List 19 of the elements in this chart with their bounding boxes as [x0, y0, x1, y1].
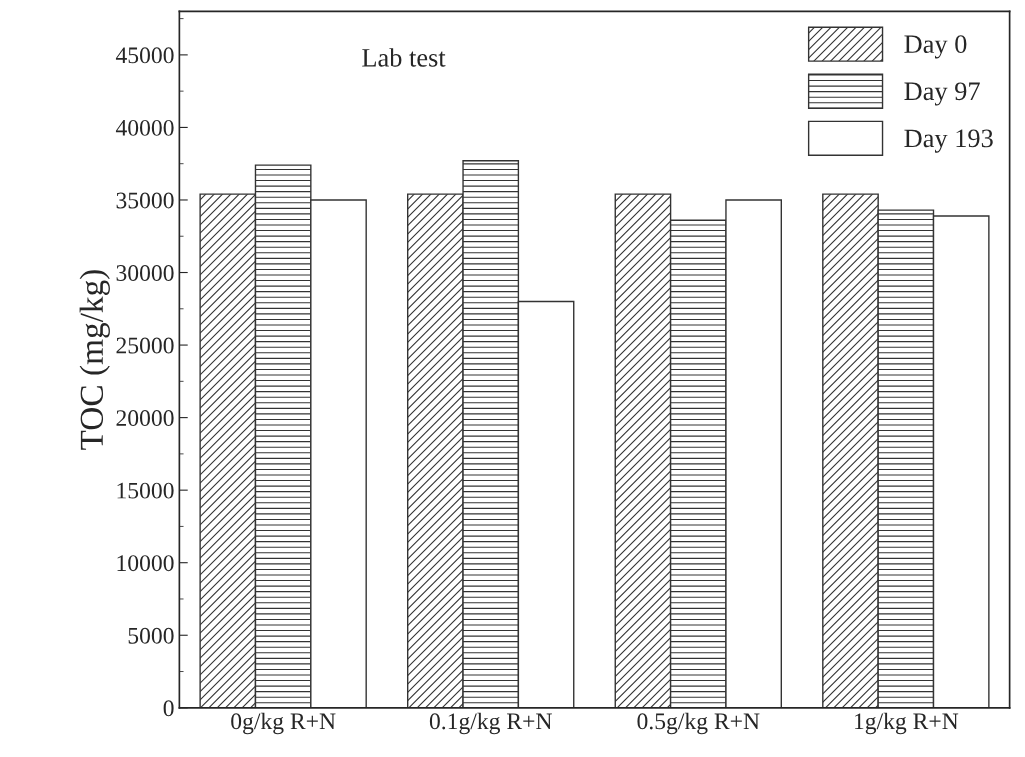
x-tick-label: 1g/kg R+N	[855, 712, 959, 735]
y-tick-label: 10000	[117, 555, 174, 572]
y-tick-label: 40000	[115, 119, 174, 136]
legend-label: Day 97	[904, 82, 980, 106]
y-tick-label: 35000	[116, 192, 174, 209]
text: Lab test	[362, 48, 446, 67]
x-tick-label: 0.5g/kg R+N	[637, 712, 760, 735]
x-tick-label: 0g/kg R+N	[231, 712, 336, 735]
y-tick-label: 45000	[115, 47, 174, 64]
legend-label: Day 193	[904, 129, 993, 153]
y-tick-label: 15000	[117, 482, 174, 499]
y-tick-label: 30000	[116, 265, 174, 281]
x-tick-label: 0.1g/kg R+N	[429, 712, 552, 735]
y-tick-label: 25000	[116, 337, 174, 354]
y-tick-label: 20000	[116, 410, 174, 427]
y-axis-title: TOC (mg/kg)	[79, 270, 110, 450]
y-tick-label: 0	[163, 700, 174, 717]
legend-label: Day 0	[904, 35, 967, 59]
y-tick-label: 5000	[128, 627, 174, 644]
